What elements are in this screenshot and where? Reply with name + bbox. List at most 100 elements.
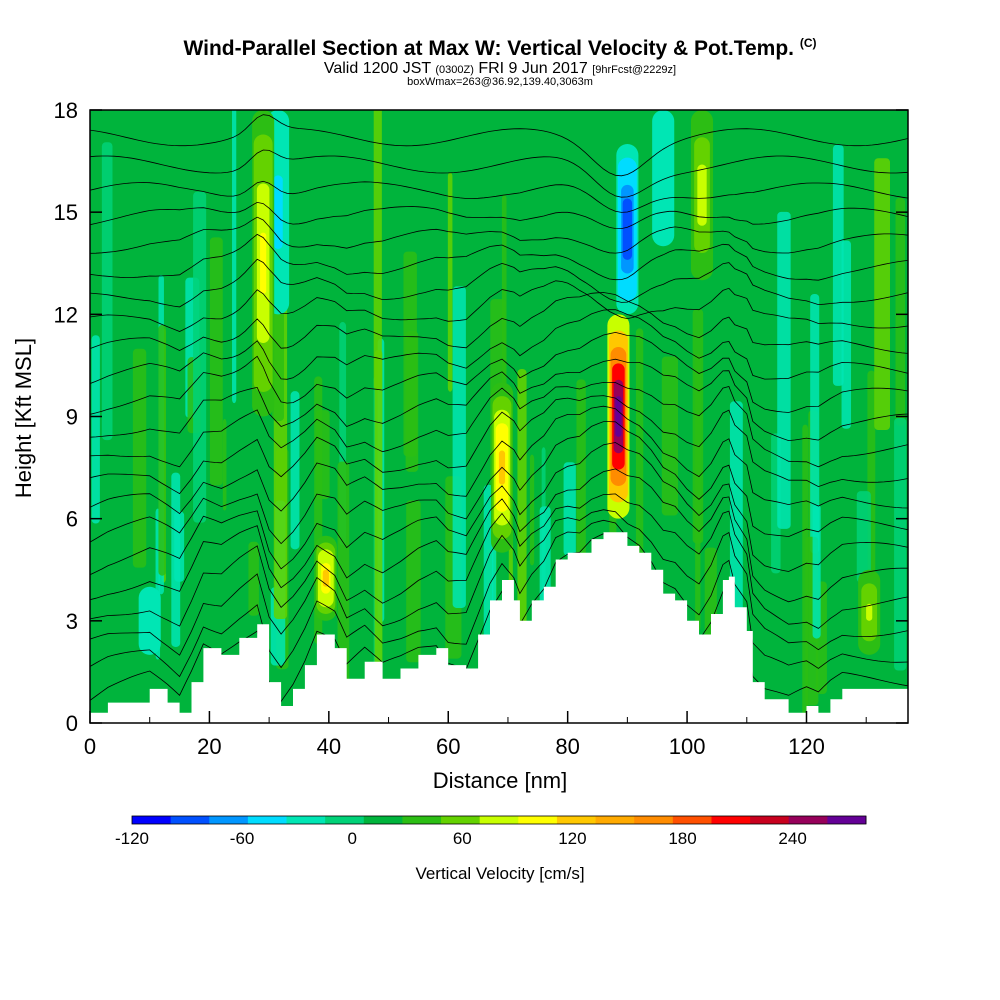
x-tick-label: 40 <box>317 734 341 759</box>
weak-w-streak <box>895 197 906 426</box>
weak-w-streak <box>856 491 871 583</box>
colorbar-tick-label: -60 <box>230 829 255 848</box>
x-tick-label: 80 <box>555 734 579 759</box>
theta-contour-line <box>90 493 908 629</box>
colorbar-swatch <box>170 816 210 824</box>
weak-w-streak <box>171 472 181 647</box>
theta-contour-line <box>90 519 908 678</box>
colorbar-swatch <box>479 816 519 824</box>
weak-w-streak <box>193 191 207 523</box>
colorbar-swatch <box>286 816 326 824</box>
chart-title-text: Wind-Parallel Section at Max W: Vertical… <box>183 37 794 60</box>
weak-w-streak <box>101 142 113 441</box>
theta-contour-line <box>90 258 908 308</box>
theta-contour-line <box>90 114 908 177</box>
colorbar-swatch <box>750 816 790 824</box>
copyright-mark: (C) <box>799 36 817 50</box>
theta-contour-line <box>90 331 908 415</box>
theta-contour-line <box>90 468 908 603</box>
colorbar-swatch <box>556 816 597 824</box>
weak-w-streak <box>874 158 890 430</box>
colorbar-swatch <box>363 816 403 824</box>
utc-time: (0300Z) <box>435 64 474 76</box>
theta-contour-line <box>90 216 908 254</box>
chart-subtitle: Valid 1200 JST (0300Z) FRI 9 Jun 2017 [9… <box>0 60 1000 78</box>
weak-w-streak <box>692 309 704 544</box>
updraft-plume <box>615 396 622 437</box>
x-tick-label: 60 <box>436 734 460 759</box>
colorbar-tick-label: 180 <box>668 829 696 848</box>
theta-contour-line <box>90 180 908 213</box>
downdraft-plume <box>660 164 667 192</box>
theta-contour-line <box>90 395 908 495</box>
theta-contour-line <box>90 149 908 198</box>
weak-w-streak <box>841 240 852 429</box>
box-wmax-info: boxWmax=263@36.92,139.40,3063m <box>407 76 593 88</box>
colorbar-swatch <box>518 816 558 824</box>
colorbar: -120 -60 0 60 120 180 240 <box>115 815 867 848</box>
weak-w-streak <box>337 461 350 702</box>
colorbar-swatch <box>402 816 442 824</box>
weak-w-streak <box>248 541 259 616</box>
valid-time: Valid 1200 JST <box>323 60 431 77</box>
updraft-plume <box>866 603 873 621</box>
weak-w-streak <box>729 401 743 629</box>
weak-w-streak <box>222 418 227 511</box>
theta-contour-line <box>90 309 908 384</box>
y-tick-label: 0 <box>66 711 78 736</box>
theta-contour-line <box>90 442 908 576</box>
colorbar-tick-label: 0 <box>347 829 356 848</box>
y-axis-title: Height [Kft MSL] <box>11 337 36 499</box>
colorbar-title: Vertical Velocity [cm/s] <box>415 864 585 883</box>
colorbar-swatch <box>209 816 249 824</box>
colorbar-swatch <box>672 816 712 824</box>
chart-title: Wind-Parallel Section at Max W: Vertical… <box>0 36 1000 61</box>
theta-contour-line <box>90 233 908 281</box>
weak-w-streak <box>894 417 907 671</box>
colorbar-swatch <box>711 816 751 824</box>
x-tick-label: 120 <box>788 734 825 759</box>
terrain <box>90 532 908 723</box>
y-axis: 0 3 6 9 12 15 18 <box>54 98 908 736</box>
weak-w-streak <box>91 335 100 524</box>
updraft-plume <box>698 178 706 213</box>
theta-contours <box>90 114 908 703</box>
colorbar-tick-label: 240 <box>778 829 806 848</box>
colorbar-swatch <box>788 816 828 824</box>
y-tick-label: 18 <box>54 98 78 123</box>
weak-w-streak <box>563 462 576 556</box>
downdraft-plume <box>274 191 282 233</box>
y-tick-label: 6 <box>66 507 78 532</box>
weak-w-streak <box>777 211 791 529</box>
colorbar-tick-label: 60 <box>453 829 472 848</box>
theta-contour-line <box>90 509 908 656</box>
x-axis-title: Distance [nm] <box>432 768 568 793</box>
weak-w-streak <box>374 349 383 669</box>
colorbar-swatch <box>441 816 481 824</box>
x-tick-label: 20 <box>197 734 221 759</box>
weak-w-streak <box>406 500 421 663</box>
weak-w-streak <box>802 424 809 722</box>
weak-w-streak <box>373 110 382 391</box>
theta-contour-line <box>90 358 908 442</box>
y-tick-label: 12 <box>54 302 78 327</box>
plot-field <box>90 110 908 723</box>
theta-contour-line <box>90 421 908 545</box>
colorbar-tick-label: -120 <box>115 829 149 848</box>
downdraft-plume <box>624 212 631 247</box>
weak-w-streak <box>132 348 147 568</box>
colorbar-swatch <box>634 816 674 824</box>
weak-w-streak <box>812 504 821 639</box>
y-tick-label: 9 <box>66 405 78 430</box>
theta-contour-line <box>90 201 908 230</box>
weak-w-streak <box>232 110 237 404</box>
colorbar-swatch <box>325 816 365 824</box>
colorbar-swatch <box>247 816 288 824</box>
x-axis: 0 20 40 60 80 100 120 <box>84 711 867 759</box>
weak-w-streak <box>810 293 820 554</box>
downdraft-plume <box>146 614 153 628</box>
weak-w-streak <box>832 144 844 386</box>
weak-w-streak <box>209 237 223 486</box>
weak-w-streak <box>452 286 466 608</box>
colorbar-swatch <box>595 816 635 824</box>
